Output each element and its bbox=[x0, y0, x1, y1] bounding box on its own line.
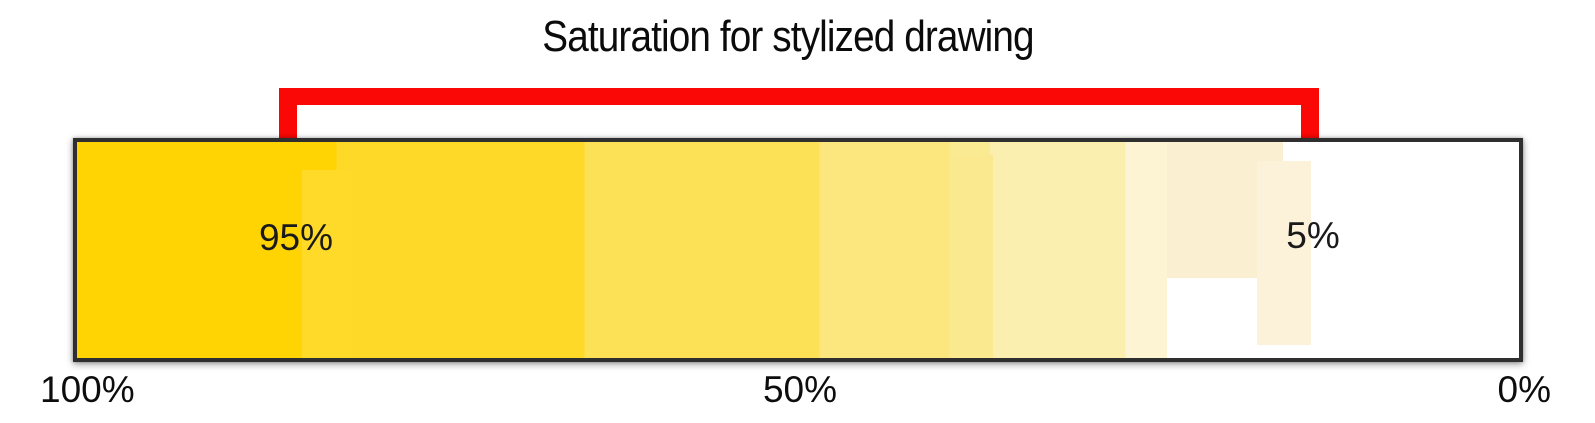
gradient-patch bbox=[301, 170, 351, 358]
axis-label-50: 50% bbox=[762, 369, 838, 410]
marker-label-5: 5% bbox=[1286, 215, 1340, 256]
gradient-patch bbox=[949, 154, 993, 358]
gradient-patch bbox=[1256, 161, 1312, 346]
saturation-bar bbox=[73, 138, 1523, 362]
bracket-horizontal-bar bbox=[279, 88, 1319, 105]
marker-label-95: 95% bbox=[258, 217, 334, 258]
figure-title: Saturation for stylized drawing bbox=[542, 12, 1034, 61]
axis-label-100: 100% bbox=[40, 369, 135, 410]
saturation-gradient bbox=[77, 142, 1519, 358]
axis-label-0: 0% bbox=[1497, 369, 1551, 410]
